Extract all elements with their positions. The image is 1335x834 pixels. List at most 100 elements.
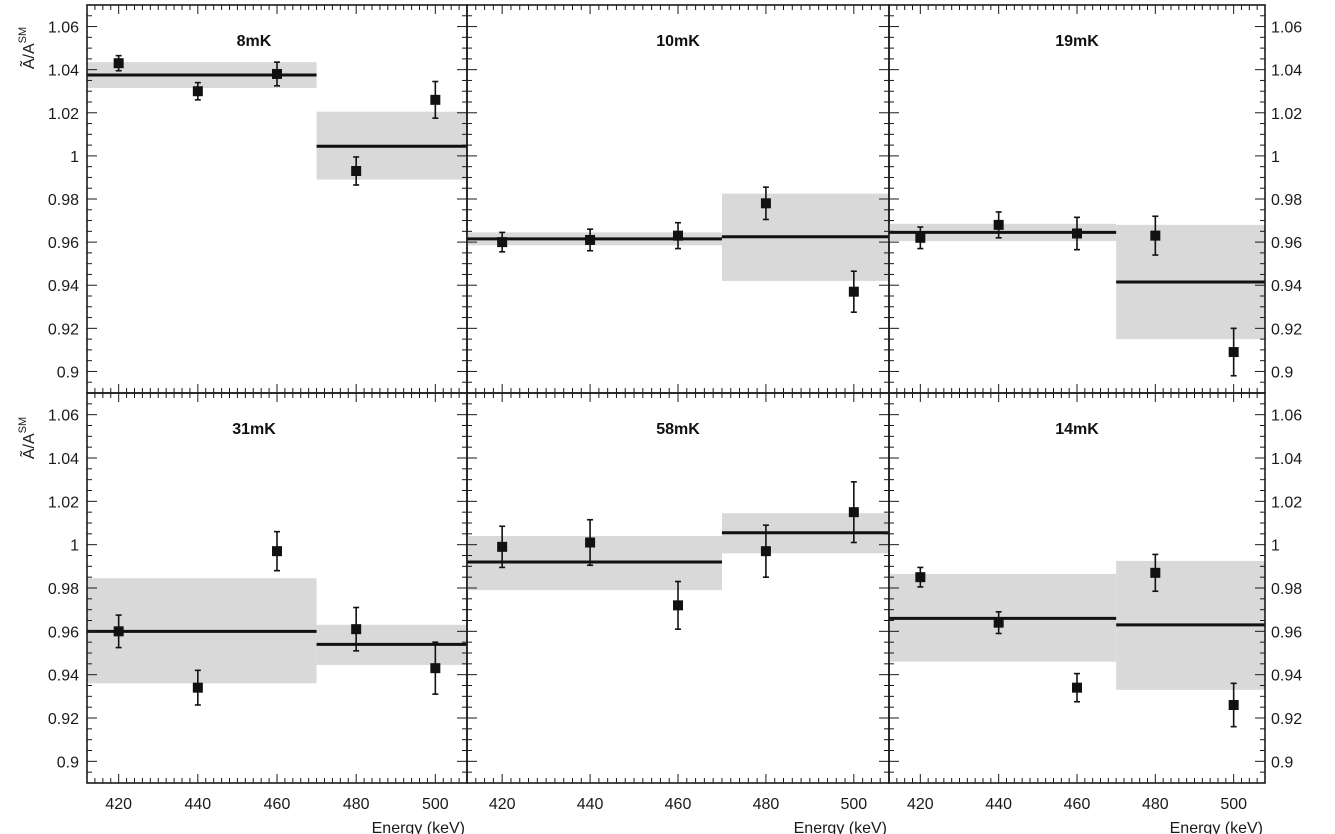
- y-tick-label: 0.94: [1271, 278, 1302, 295]
- data-point: [1072, 672, 1082, 703]
- y-tick-label: 0.96: [1271, 624, 1302, 641]
- data-marker: [113, 58, 124, 69]
- y-tick-label: 1.04: [48, 451, 79, 468]
- data-point: [113, 614, 124, 649]
- x-axis-label: Energy (keV): [794, 820, 887, 834]
- ylabel-text: Ã/A: [18, 433, 38, 459]
- panel-title: 58mK: [656, 421, 700, 438]
- x-tick-label: 440: [184, 796, 211, 813]
- data-point: [848, 270, 859, 313]
- data-point: [497, 231, 508, 253]
- data-point: [1228, 682, 1239, 728]
- x-tick-label: 500: [840, 796, 867, 813]
- svg-text:Ã/ASM: Ã/ASM: [17, 27, 38, 69]
- data-point: [915, 226, 926, 250]
- y-tick-label: 0.92: [48, 711, 79, 728]
- data-marker: [497, 237, 508, 248]
- y-tick-label: 1: [70, 538, 79, 555]
- y-tick-label: 0.94: [48, 278, 79, 295]
- data-point: [272, 530, 282, 572]
- data-marker: [272, 68, 282, 79]
- data-marker: [1072, 682, 1082, 693]
- data-marker: [192, 86, 203, 97]
- data-marker: [192, 682, 203, 693]
- x-tick-label: 480: [753, 796, 780, 813]
- y-tick-label: 0.9: [57, 364, 79, 381]
- y-tick-label: 1.02: [1271, 494, 1302, 511]
- data-point: [192, 81, 203, 101]
- data-marker: [272, 546, 282, 557]
- x-axis-label: Energy (keV): [1170, 820, 1263, 834]
- data-marker: [351, 165, 362, 176]
- data-marker: [497, 541, 508, 552]
- data-point: [1150, 553, 1161, 593]
- ylabel-superscript: SM: [17, 417, 29, 434]
- x-tick-label: 500: [1220, 796, 1247, 813]
- y-axis-title-top: Ã/ASM: [17, 27, 38, 69]
- x-tick-label: 420: [105, 796, 132, 813]
- data-marker: [848, 286, 859, 297]
- data-marker: [915, 232, 926, 243]
- panel-title: 19mK: [1055, 33, 1099, 50]
- data-marker: [113, 626, 124, 637]
- data-point: [497, 525, 508, 569]
- data-point: [113, 54, 124, 72]
- plot-area: [467, 481, 889, 630]
- y-tick-label: 1: [1271, 538, 1280, 555]
- plot-area: [87, 530, 467, 706]
- x-tick-label: 460: [1064, 796, 1091, 813]
- data-marker: [430, 663, 441, 674]
- y-tick-label: 0.94: [48, 668, 79, 685]
- data-point: [673, 580, 683, 630]
- data-point: [585, 228, 596, 252]
- data-marker: [673, 230, 683, 241]
- panel-title: 10mK: [656, 33, 700, 50]
- panel-10mK: 10mK: [466, 4, 890, 394]
- svg-text:Ã/ASM: Ã/ASM: [17, 417, 38, 459]
- data-point: [760, 524, 771, 578]
- data-marker: [760, 546, 771, 557]
- y-tick-label: 0.96: [1271, 235, 1302, 252]
- x-tick-label: 420: [907, 796, 934, 813]
- y-tick-label: 0.9: [57, 754, 79, 771]
- y-axis-title-bottom: Ã/ASM: [17, 417, 38, 459]
- data-point: [1150, 215, 1161, 256]
- data-point: [848, 481, 859, 544]
- plot-area: [889, 211, 1265, 377]
- panel-14mK: 14mK 420 440 460 480 500 Energy (keV) 0.9 0.92 0.…: [888, 392, 1302, 834]
- data-marker: [993, 219, 1004, 230]
- data-marker: [1072, 228, 1082, 239]
- y-tick-label: 0.9: [1271, 364, 1293, 381]
- y-tick-label: 0.9: [1271, 754, 1293, 771]
- panel-19mK: 19mK 0.9 0.92 0.94 0.96 0.98 1 1.02 1.04 1.06: [888, 4, 1302, 394]
- x-tick-label: 460: [665, 796, 692, 813]
- data-marker: [760, 198, 771, 209]
- y-axis-labels: Ã/ASM Ã/ASM: [17, 27, 38, 459]
- ylabel-superscript: SM: [17, 27, 29, 44]
- data-point: [760, 186, 771, 221]
- y-tick-label: 1: [1271, 149, 1280, 166]
- y-tick-label: 1.06: [48, 20, 79, 37]
- panel-8mK: 8mK 0.9 0.92 0.94 0.96 0.98 1 1.02 1.04 1.06: [48, 4, 468, 394]
- data-marker: [430, 94, 441, 105]
- panel-31mK: 31mK 420 440 460 480 500 Energy (keV) 0.9 0.92 0.…: [48, 392, 468, 834]
- data-marker: [993, 617, 1004, 628]
- x-tick-label: 480: [343, 796, 370, 813]
- x-tick-label: 500: [422, 796, 449, 813]
- y-tick-label: 1.06: [48, 408, 79, 425]
- y-tick-label: 0.96: [48, 624, 79, 641]
- data-point: [430, 641, 441, 695]
- y-tick-label: 0.96: [48, 235, 79, 252]
- data-marker: [351, 624, 362, 635]
- data-point: [673, 221, 683, 250]
- data-marker: [585, 234, 596, 245]
- y-tick-label: 1.06: [1271, 408, 1302, 425]
- y-tick-label: 1.04: [1271, 451, 1302, 468]
- panels-group: 8mK 0.9 0.92 0.94 0.96 0.98 1 1.02 1.04 1.06 10mK 1…: [48, 4, 1302, 834]
- data-marker: [1228, 700, 1239, 710]
- y-tick-label: 0.92: [1271, 711, 1302, 728]
- data-point: [1072, 216, 1082, 251]
- data-marker: [1150, 567, 1161, 578]
- panel-title: 8mK: [237, 33, 272, 50]
- x-tick-label: 440: [577, 796, 604, 813]
